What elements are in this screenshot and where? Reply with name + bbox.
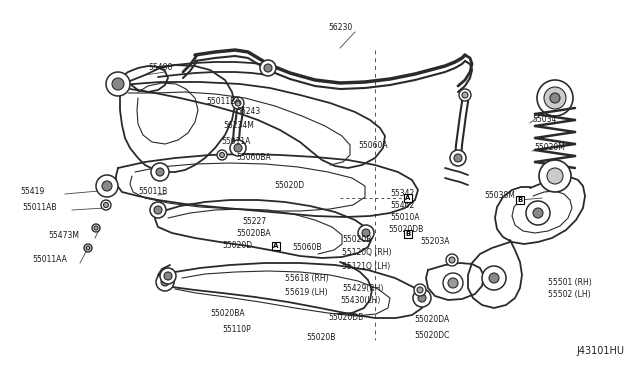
Text: 55429(RH): 55429(RH) (342, 283, 383, 292)
Circle shape (101, 200, 111, 210)
Text: 55020D: 55020D (222, 241, 252, 250)
Circle shape (151, 163, 169, 181)
Text: 55038M: 55038M (484, 192, 515, 201)
Text: 55011BA: 55011BA (206, 97, 241, 106)
Circle shape (150, 202, 166, 218)
Circle shape (544, 87, 566, 109)
Text: 55110P: 55110P (222, 326, 251, 334)
Circle shape (418, 294, 426, 302)
Text: 55502 (LH): 55502 (LH) (548, 291, 591, 299)
Circle shape (459, 89, 471, 101)
Circle shape (84, 244, 92, 252)
Circle shape (235, 100, 241, 106)
Text: 55342: 55342 (390, 189, 414, 199)
Circle shape (482, 266, 506, 290)
Text: A: A (405, 195, 411, 201)
Text: B: B (405, 231, 411, 237)
Text: 55400: 55400 (148, 64, 172, 73)
Text: 55203A: 55203A (420, 237, 449, 247)
Text: 55430(LH): 55430(LH) (340, 296, 380, 305)
Text: J43101HU: J43101HU (576, 346, 624, 356)
Circle shape (526, 201, 550, 225)
Circle shape (362, 229, 370, 237)
Text: A: A (273, 243, 278, 249)
Circle shape (448, 278, 458, 288)
Circle shape (96, 175, 118, 197)
Circle shape (156, 168, 164, 176)
Circle shape (234, 144, 242, 152)
Circle shape (232, 142, 244, 154)
Circle shape (160, 268, 176, 284)
Text: 55020B: 55020B (342, 235, 371, 244)
Text: 55020BA: 55020BA (236, 230, 271, 238)
Circle shape (413, 289, 431, 307)
Circle shape (230, 140, 246, 156)
Circle shape (264, 64, 272, 72)
Circle shape (161, 278, 169, 286)
Circle shape (94, 226, 98, 230)
Text: 55010A: 55010A (390, 214, 419, 222)
Circle shape (454, 154, 462, 162)
Text: 55020DA: 55020DA (414, 315, 449, 324)
Circle shape (92, 224, 100, 232)
Circle shape (112, 78, 124, 90)
Circle shape (550, 93, 560, 103)
Text: 55473M: 55473M (48, 231, 79, 240)
Text: 55060BA: 55060BA (236, 154, 271, 163)
Circle shape (104, 202, 109, 208)
Text: 55011A: 55011A (221, 138, 250, 147)
Circle shape (102, 181, 112, 191)
Circle shape (489, 273, 499, 283)
Circle shape (533, 208, 543, 218)
Circle shape (235, 145, 241, 151)
Circle shape (446, 254, 458, 266)
Text: 55034: 55034 (532, 115, 556, 125)
Text: 55011B: 55011B (138, 187, 167, 196)
Circle shape (547, 168, 563, 184)
Circle shape (450, 150, 466, 166)
Text: 55020D: 55020D (274, 182, 304, 190)
Text: 55501 (RH): 55501 (RH) (548, 278, 592, 286)
Circle shape (106, 72, 130, 96)
Text: 55011AA: 55011AA (32, 256, 67, 264)
Text: 55462: 55462 (390, 202, 414, 211)
Circle shape (443, 273, 463, 293)
Text: 55020M: 55020M (534, 144, 565, 153)
Text: 55619 (LH): 55619 (LH) (285, 288, 328, 296)
Circle shape (451, 151, 465, 165)
Text: 55227: 55227 (242, 218, 266, 227)
Circle shape (232, 97, 244, 109)
Circle shape (220, 153, 225, 157)
Circle shape (414, 284, 426, 296)
Circle shape (86, 246, 90, 250)
Text: 55121Q (LH): 55121Q (LH) (342, 262, 390, 270)
Circle shape (454, 154, 461, 161)
Text: 56234M: 56234M (223, 122, 254, 131)
Text: B: B (517, 197, 523, 203)
Circle shape (417, 287, 423, 293)
Text: 55020DB: 55020DB (328, 314, 364, 323)
Circle shape (156, 273, 174, 291)
Circle shape (154, 206, 162, 214)
Text: 55120Q (RH): 55120Q (RH) (342, 248, 392, 257)
Text: 55020DB: 55020DB (388, 225, 423, 234)
Circle shape (164, 272, 172, 280)
Text: 55419: 55419 (20, 187, 44, 196)
Text: 56230: 56230 (328, 23, 352, 32)
Text: 55618 (RH): 55618 (RH) (285, 275, 328, 283)
Text: 55060A: 55060A (358, 141, 388, 150)
Text: 55020DC: 55020DC (414, 331, 449, 340)
Circle shape (217, 150, 227, 160)
Text: 55011AB: 55011AB (22, 202, 56, 212)
Circle shape (539, 160, 571, 192)
Circle shape (449, 257, 455, 263)
Text: 56243: 56243 (236, 108, 260, 116)
Text: 55020BA: 55020BA (210, 310, 244, 318)
Circle shape (358, 225, 374, 241)
Circle shape (462, 92, 468, 98)
Circle shape (537, 80, 573, 116)
Circle shape (260, 60, 276, 76)
Text: 55020B: 55020B (306, 334, 335, 343)
Text: 55060B: 55060B (292, 244, 321, 253)
